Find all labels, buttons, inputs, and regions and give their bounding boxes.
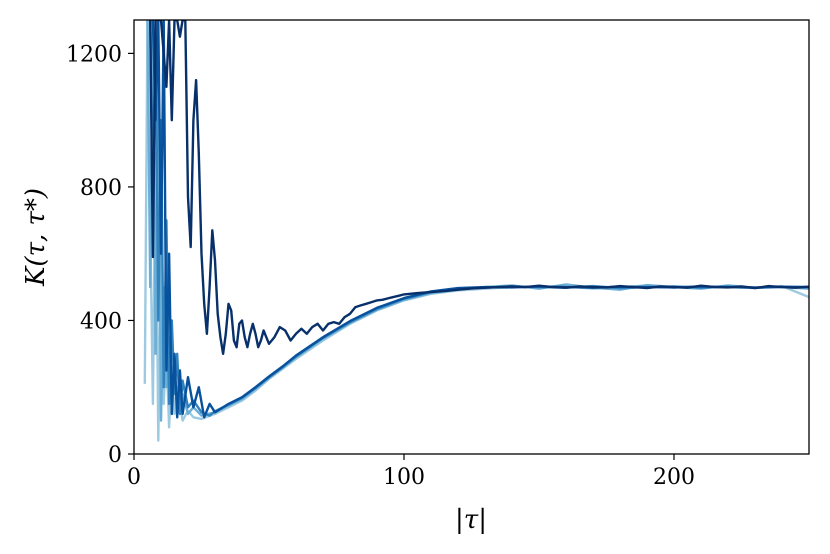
y-tick-label: 1200 bbox=[66, 42, 122, 67]
y-tick-label: 400 bbox=[80, 309, 122, 334]
x-tick-label: 100 bbox=[383, 465, 425, 490]
series-line-5 bbox=[149, 20, 809, 355]
series-layer bbox=[143, 20, 809, 442]
x-tick-label: 200 bbox=[653, 465, 695, 490]
x-tick-label: 0 bbox=[127, 465, 141, 490]
x-axis-label: |τ| bbox=[455, 505, 487, 535]
plot-area-background bbox=[134, 20, 809, 454]
y-axis-ticks: 0 400 800 1200 bbox=[66, 42, 134, 468]
y-tick-label: 800 bbox=[80, 176, 122, 201]
y-axis-label: K(τ, τ*) bbox=[21, 188, 51, 287]
y-tick-label: 0 bbox=[108, 443, 122, 468]
x-axis-ticks: 0 100 200 bbox=[127, 454, 695, 490]
plot-frame bbox=[133, 19, 810, 455]
